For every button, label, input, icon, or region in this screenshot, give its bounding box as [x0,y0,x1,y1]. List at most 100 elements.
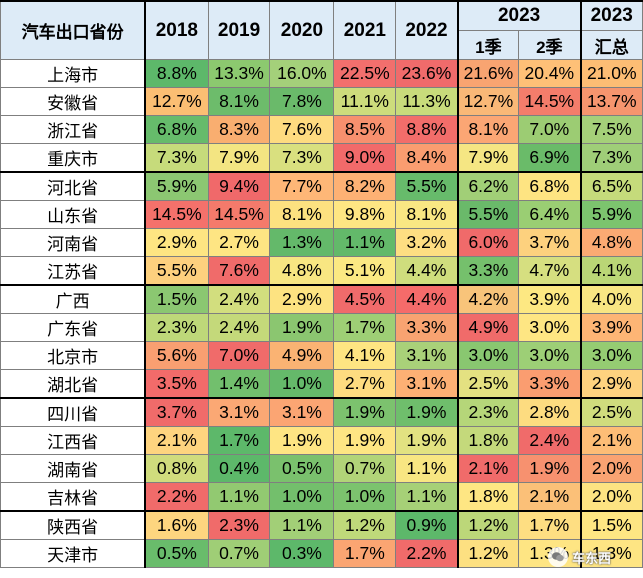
value-cell: 3.1% [207,397,271,427]
value-cell: 2.2% [144,482,209,512]
value-cell: 7.0% [518,115,582,144]
value-cell: 4.9% [456,313,520,342]
value-cell: 1.9% [395,426,459,455]
value-cell: 6.5% [579,171,643,201]
value-cell: 1.9% [518,454,582,483]
value-cell: 6.0% [456,228,520,257]
table-row: 山东省 14.5% 14.5% 8.1% 9.8% 8.1% 5.5% 6.4% 5.9% [0,200,643,229]
value-cell: 1.6% [144,510,209,540]
table-row: 河北省 5.9% 9.4% 7.7% 8.2% 5.5% 6.2% 6.8% 6.5% [0,171,643,201]
province-cell: 广西 [0,284,146,314]
province-cell: 河南省 [0,228,146,257]
value-cell: 6.2% [456,171,520,201]
value-cell: 14.5% [144,200,209,229]
value-cell: 4.8% [269,256,335,286]
value-cell: 5.9% [144,171,209,201]
value-cell: 1.1% [395,454,459,483]
value-cell: 5.5% [395,171,459,201]
value-cell: 7.9% [456,143,520,173]
value-cell: 1.0% [333,482,397,512]
value-cell: 7.8% [269,87,335,116]
table-row: 吉林省 2.2% 1.1% 1.0% 1.0% 1.1% 1.8% 2.1% 2.0% [0,482,643,512]
province-cell: 安徽省 [0,87,146,116]
province-cell: 上海市 [0,59,146,88]
year-header-2018: 2018 [144,0,209,60]
province-cell: 江西省 [0,426,146,455]
province-cell: 河北省 [0,171,146,201]
value-cell: 8.3% [207,115,271,144]
year-header-2021: 2021 [333,0,397,60]
value-cell: 13.7% [579,87,643,116]
value-cell: 7.3% [579,143,643,173]
value-cell: 1.2% [456,539,520,568]
province-cell: 陕西省 [0,510,146,540]
value-cell: 0.5% [269,454,335,483]
table-row: 广东省 2.3% 2.4% 1.9% 1.7% 3.3% 4.9% 3.0% 3.9% [0,313,643,342]
value-cell: 14.5% [518,87,582,116]
value-cell: 8.1% [269,200,335,229]
value-cell: 2.7% [333,369,397,399]
province-cell: 湖南省 [0,454,146,483]
value-cell: 8.1% [395,200,459,229]
value-cell: 3.9% [579,313,643,342]
year-header-2023-quarters: 2023 [456,0,582,31]
value-cell: 3.1% [395,341,459,370]
value-cell: 4.1% [333,341,397,370]
value-cell: 1.4% [207,369,271,399]
value-cell: 2.5% [579,397,643,427]
table-row: 浙江省 6.8% 8.3% 7.6% 8.5% 8.8% 8.1% 7.0% 7.5% [0,115,643,144]
value-cell: 3.7% [518,228,582,257]
table-row: 安徽省 12.7% 8.1% 7.8% 11.1% 11.3% 12.7% 14.5% 13.7… [0,87,643,116]
value-cell: 0.7% [333,454,397,483]
value-cell: 1.7% [333,313,397,342]
value-cell: 6.8% [518,171,582,201]
value-cell: 1.1% [207,482,271,512]
province-cell: 重庆市 [0,143,146,173]
quarter-header-q2: 2季 [518,30,582,60]
value-cell: 1.1% [395,482,459,512]
value-cell: 0.8% [144,454,209,483]
value-cell: 2.2% [395,539,459,568]
value-cell: 12.7% [456,87,520,116]
value-cell: 3.0% [456,341,520,370]
table-row: 陕西省 1.6% 2.3% 1.1% 1.2% 0.9% 1.2% 1.7% 1.5% [0,510,643,540]
value-cell: 3.5% [144,369,209,399]
value-cell: 0.7% [207,539,271,568]
value-cell: 2.4% [518,426,582,455]
table-row: 河南省 2.9% 2.7% 1.3% 1.1% 3.2% 6.0% 3.7% 4.8% [0,228,643,257]
value-cell: 3.0% [579,341,643,370]
value-cell: 1.3% [579,539,643,568]
value-cell: 2.1% [518,482,582,512]
value-cell: 8.1% [456,115,520,144]
value-cell: 21.0% [579,59,643,88]
value-cell: 6.9% [518,143,582,173]
value-cell: 1.9% [395,397,459,427]
corner-header: 汽车出口省份 [0,0,146,60]
value-cell: 3.7% [144,397,209,427]
value-cell: 1.8% [456,426,520,455]
value-cell: 3.0% [518,341,582,370]
value-cell: 1.8% [456,482,520,512]
value-cell: 2.7% [207,228,271,257]
value-cell: 2.9% [579,369,643,399]
value-cell: 0.5% [144,539,209,568]
value-cell: 1.7% [518,510,582,540]
value-cell: 8.4% [395,143,459,173]
quarter-header-q1: 1季 [456,30,520,60]
value-cell: 2.0% [579,482,643,512]
value-cell: 0.9% [395,510,459,540]
value-cell: 7.5% [579,115,643,144]
value-cell: 0.3% [269,539,335,568]
value-cell: 21.6% [456,59,520,88]
value-cell: 4.4% [395,284,459,314]
table-row: 广西 1.5% 2.4% 2.9% 4.5% 4.4% 4.2% 3.9% 4.0% [0,284,643,314]
value-cell: 0.4% [207,454,271,483]
value-cell: 1.1% [269,510,335,540]
table-row: 江西省 2.1% 1.7% 1.9% 1.9% 1.9% 1.8% 2.4% 2.1% [0,426,643,455]
table-row: 四川省 3.7% 3.1% 3.1% 1.9% 1.9% 2.3% 2.8% 2.5% [0,397,643,427]
value-cell: 6.8% [144,115,209,144]
value-cell: 1.2% [333,510,397,540]
value-cell: 8.8% [144,59,209,88]
value-cell: 9.8% [333,200,397,229]
value-cell: 2.1% [579,426,643,455]
